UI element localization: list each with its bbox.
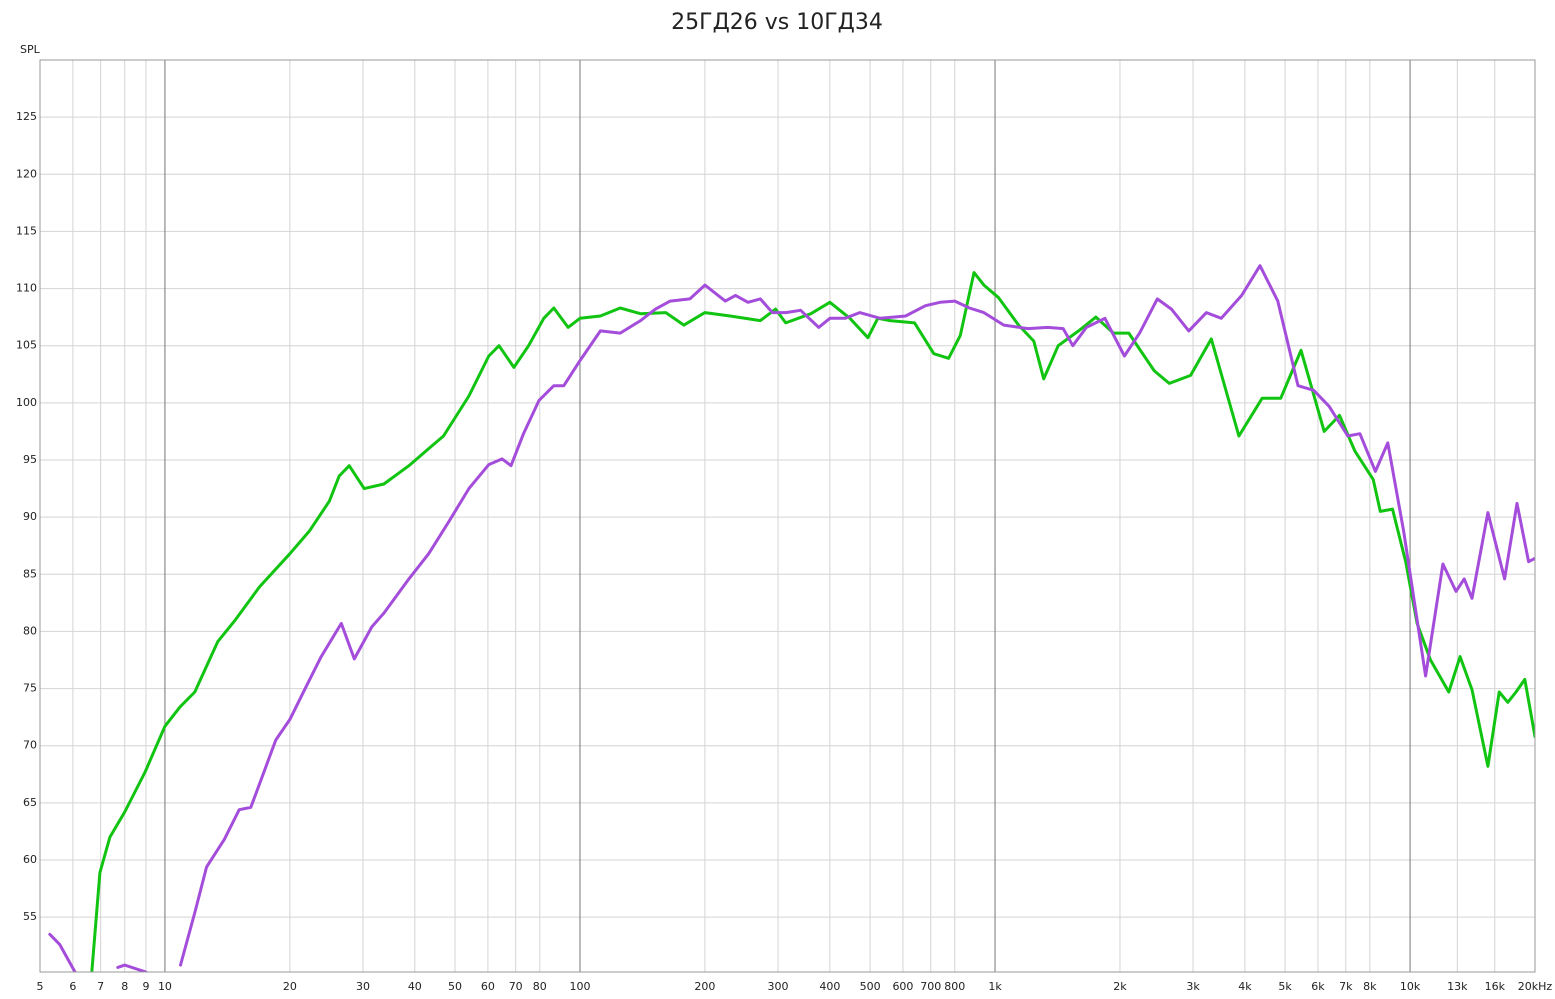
x-tick-label: 300: [768, 980, 789, 993]
x-tick-label: 1k: [988, 980, 1002, 993]
y-tick-label: 60: [23, 853, 37, 866]
x-tick-label: 500: [860, 980, 881, 993]
y-tick-label: 125: [16, 110, 37, 123]
x-tick-label: 5k: [1278, 980, 1292, 993]
y-tick-label: 75: [23, 682, 37, 695]
series-line: [48, 264, 1535, 972]
plot-frame: [39, 59, 1536, 973]
y-tick-label: 55: [23, 910, 37, 923]
x-tick-label: 3k: [1186, 980, 1200, 993]
y-tick-label: 100: [16, 396, 37, 409]
y-tick-label: 65: [23, 796, 37, 809]
grid: [39, 60, 1536, 972]
x-tick-label: 50: [448, 980, 462, 993]
x-tick-label: 4k: [1238, 980, 1252, 993]
x-tick-label: 5: [37, 980, 44, 993]
x-tick-label: 20: [283, 980, 297, 993]
y-tick-label: 105: [16, 339, 37, 352]
x-tick-label: 8k: [1363, 980, 1377, 993]
x-tick-label: 600: [892, 980, 913, 993]
x-tick-label: 10: [158, 980, 172, 993]
x-tick-label: 13k: [1447, 980, 1468, 993]
x-tick-label: 400: [819, 980, 840, 993]
y-tick-label: 85: [23, 567, 37, 580]
x-tick-label: 60: [481, 980, 495, 993]
y-tick-label: 115: [16, 224, 37, 237]
x-tick-label: 70: [509, 980, 523, 993]
x-tick-label: 8: [121, 980, 128, 993]
x-tick-label: 100: [569, 980, 590, 993]
x-tick-label: 30: [356, 980, 370, 993]
x-tick-label: 6k: [1311, 980, 1325, 993]
x-tick-label: 6: [69, 980, 76, 993]
y-tick-label: 90: [23, 510, 37, 523]
y-tick-label: 80: [23, 624, 37, 637]
y-tick-label: 95: [23, 453, 37, 466]
y-tick-label: 110: [16, 282, 37, 295]
curves: [48, 264, 1535, 972]
x-tick-label: 7: [97, 980, 104, 993]
x-tick-label: 20kHz: [1518, 980, 1553, 993]
x-tick-label: 16k: [1485, 980, 1506, 993]
y-axis-label: SPL: [20, 43, 41, 56]
x-tick-label: 40: [408, 980, 422, 993]
y-tick-label: 120: [16, 167, 37, 180]
x-tick-label: 80: [533, 980, 547, 993]
y-tick-label: 70: [23, 739, 37, 752]
x-tick-label: 2k: [1113, 980, 1127, 993]
x-tick-label: 800: [944, 980, 965, 993]
chart-title: 25ГД26 vs 10ГД34: [671, 10, 883, 35]
x-tick-label: 7k: [1339, 980, 1353, 993]
x-tick-label: 200: [694, 980, 715, 993]
x-tick-label: 10k: [1400, 980, 1421, 993]
x-tick-label: 700: [920, 980, 941, 993]
series-line: [90, 271, 1535, 972]
x-tick-label: 9: [142, 980, 149, 993]
